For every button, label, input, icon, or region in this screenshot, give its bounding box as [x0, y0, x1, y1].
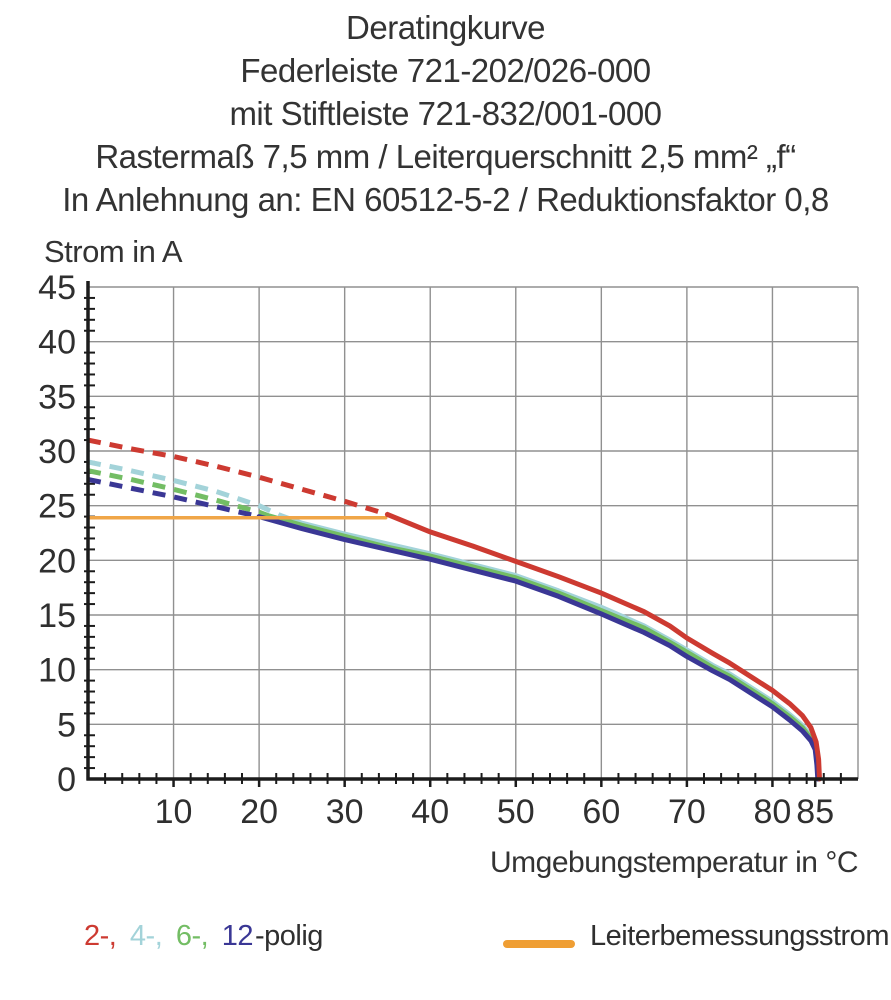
svg-text:40: 40 — [411, 793, 449, 831]
title-line-4: Rastermaß 7,5 mm / Leiterquerschnitt 2,5… — [95, 138, 796, 175]
svg-text:10: 10 — [38, 652, 76, 690]
svg-text:70: 70 — [668, 793, 706, 831]
svg-text:50: 50 — [497, 793, 535, 831]
svg-text:35: 35 — [38, 378, 76, 416]
svg-text:10: 10 — [155, 793, 193, 831]
svg-text:30: 30 — [326, 793, 364, 831]
legend-rated-current-label: Leiterbemessungsstrom — [590, 920, 889, 952]
series-2-polig — [384, 511, 822, 782]
rated-current-line-swatch — [503, 940, 575, 948]
svg-text:5: 5 — [57, 706, 76, 744]
svg-text:30: 30 — [38, 433, 76, 471]
svg-text:0: 0 — [57, 761, 76, 799]
series-4-polig — [87, 459, 282, 518]
svg-text:60: 60 — [582, 793, 620, 831]
title-line-3: mit Stiftleiste 721-832/001-000 — [229, 95, 662, 132]
title-line-1: Deratingkurve — [346, 9, 545, 46]
svg-text:20: 20 — [240, 793, 278, 831]
svg-text:80: 80 — [754, 793, 792, 831]
legend-poles-suffix: -polig — [254, 920, 323, 952]
svg-text:40: 40 — [38, 324, 76, 362]
legend-item-6polig: 6-, — [175, 920, 209, 952]
series-4-polig — [278, 513, 822, 782]
title-line-5: In Anlehnung an: EN 60512-5-2 / Reduktio… — [62, 181, 829, 218]
svg-text:15: 15 — [38, 597, 76, 635]
title-line-2: Federleiste 721-202/026-000 — [240, 52, 651, 89]
svg-text:20: 20 — [38, 542, 76, 580]
series-12-polig — [256, 514, 821, 782]
series-6-polig — [87, 468, 269, 518]
y-axis-label: Strom in A — [44, 234, 183, 269]
svg-text:45: 45 — [38, 269, 76, 307]
svg-text:25: 25 — [38, 488, 76, 526]
svg-text:85: 85 — [796, 793, 834, 831]
legend-item-12polig: 12 — [221, 920, 254, 952]
chart-title-block: Deratingkurve Federleiste 721-202/026-00… — [0, 6, 891, 221]
legend-poles: 2-, 4-, 6-, 12-polig — [84, 920, 323, 953]
legend-item-4polig: 4-, — [129, 920, 163, 952]
legend-item-2polig: 2-, — [84, 920, 117, 952]
series-2-polig — [87, 437, 389, 517]
series-12-polig — [87, 476, 260, 520]
legend: 2-, 4-, 6-, 12-polig Leiterbemessungsstr… — [0, 920, 891, 980]
series-6-polig — [265, 513, 822, 782]
x-axis-label: Umgebungstemperatur in °C — [489, 846, 859, 879]
